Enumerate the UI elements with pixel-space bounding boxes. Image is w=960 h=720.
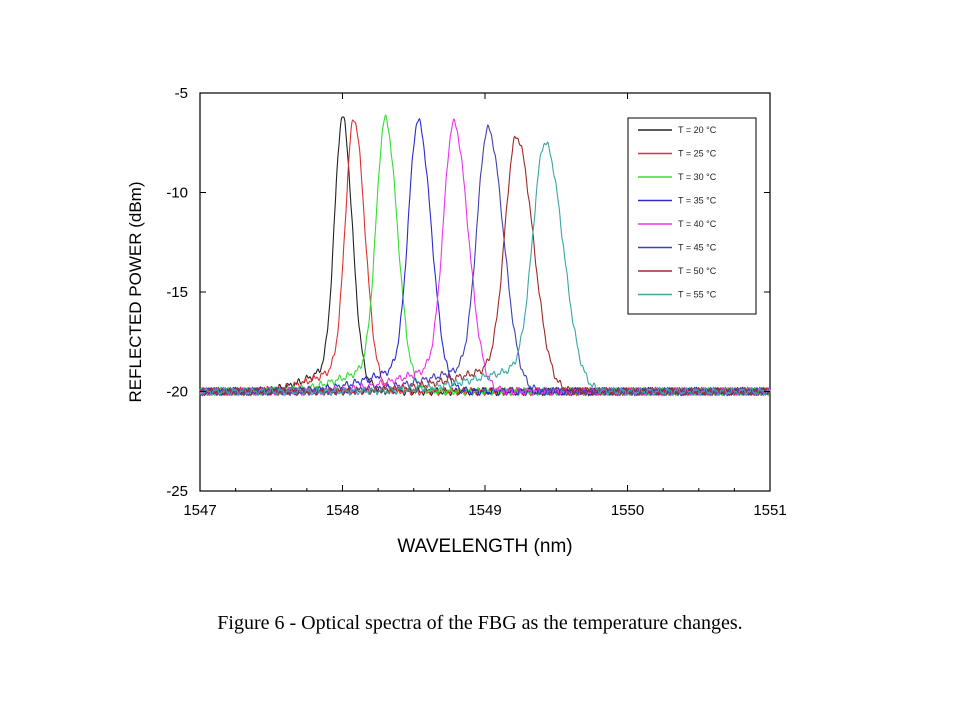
- figure-caption: Figure 6 - Optical spectra of the FBG as…: [217, 612, 743, 634]
- legend-label-4: T = 35 °C: [678, 196, 717, 206]
- x-tick-label: 1550: [611, 502, 644, 519]
- legend-label-8: T = 55 °C: [678, 290, 717, 300]
- y-tick-label: -15: [166, 284, 188, 301]
- series-line-7: [199, 135, 771, 397]
- y-tick-label: -10: [166, 185, 188, 202]
- x-tick-label: 1548: [326, 502, 359, 519]
- x-tick-label: 1547: [183, 502, 216, 519]
- series-line-8: [199, 141, 771, 397]
- legend: T = 20 °C T = 25 °C T = 30 °C T = 35 °C T = …: [627, 117, 757, 315]
- legend-label-1: T = 20 °C: [678, 125, 717, 135]
- series-layer: [199, 114, 771, 397]
- x-tick-label: 1549: [468, 502, 501, 519]
- fbg-spectra-chart: 1547 1548 1549 1550 1551 -5 -10 -15 -20 -25 T = 2…: [126, 85, 787, 557]
- legend-label-7: T = 50 °C: [678, 266, 717, 276]
- legend-label-3: T = 30 °C: [678, 172, 717, 182]
- series-line-2: [199, 119, 771, 397]
- legend-label-2: T = 25 °C: [678, 149, 717, 159]
- legend-label-6: T = 45 °C: [678, 243, 717, 253]
- legend-box: [627, 117, 757, 315]
- y-tick-label: -20: [166, 384, 188, 401]
- series-line-4: [199, 117, 771, 397]
- ticks-layer: 1547 1548 1549 1550 1551 -5 -10 -15 -20 -25: [166, 85, 786, 519]
- y-tick-label: -5: [175, 85, 188, 102]
- legend-label-5: T = 40 °C: [678, 219, 717, 229]
- y-axis-label: REFLECTED POWER (dBm): [126, 181, 145, 402]
- x-axis-label: WAVELENGTH (nm): [397, 536, 572, 557]
- y-tick-label: -25: [166, 483, 188, 500]
- x-tick-label: 1551: [753, 502, 786, 519]
